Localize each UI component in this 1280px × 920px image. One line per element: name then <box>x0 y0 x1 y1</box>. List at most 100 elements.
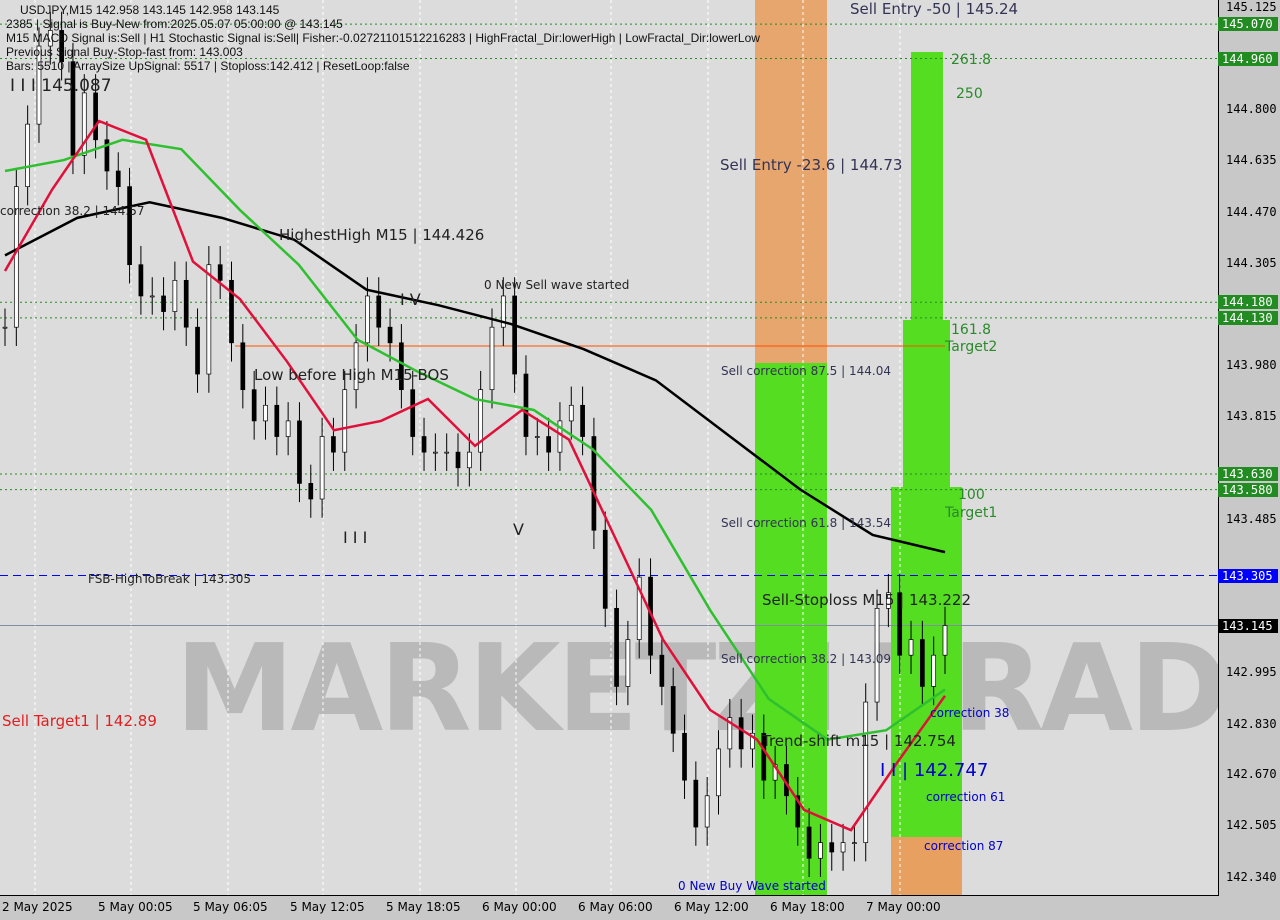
trend-shift-label: Trend-shift m15 | 142.754 <box>762 732 956 750</box>
candle-body <box>93 92 98 141</box>
sell-correction-87-5: Sell correction 87.5 | 144.04 <box>721 364 891 378</box>
candle-body <box>115 170 121 187</box>
candle-body <box>229 279 234 344</box>
candle-body <box>919 639 925 687</box>
top-left-level: I I I 145.087 <box>10 76 112 96</box>
low-before-high-label: Low before High M15-BOS <box>254 366 449 384</box>
candle-body <box>172 279 178 312</box>
chart-area[interactable]: MARKETZI TRADE USDJPY,M15 142.958 143.14… <box>0 0 1219 896</box>
candle-body <box>195 326 200 375</box>
price-tag: 144.960 <box>1218 51 1278 66</box>
correction-87-label: correction 87 <box>924 839 1004 853</box>
candle-body <box>444 451 450 454</box>
level-142747: I I | 142.747 <box>880 760 989 781</box>
candle-body <box>47 30 53 47</box>
y-tick-label: 144.470 <box>1226 204 1277 219</box>
candle-body <box>59 30 64 63</box>
target1-label: Target1 <box>945 505 998 521</box>
candle-body <box>693 779 699 828</box>
y-tick-label: 143.815 <box>1226 409 1277 424</box>
candle-body <box>297 420 302 484</box>
previous-signal-line: Previous Signal Buy-Stop-fast from: 143.… <box>6 45 243 59</box>
price-tag: 144.130 <box>1218 310 1278 325</box>
candle-body <box>25 123 31 187</box>
candle-body <box>410 389 416 437</box>
price-tag: 143.630 <box>1218 467 1278 482</box>
candle-body <box>387 326 393 344</box>
candle-body <box>636 576 642 640</box>
y-tick-label: 144.635 <box>1226 153 1277 168</box>
candle-body <box>806 826 812 859</box>
x-tick-label: 5 May 00:05 <box>98 900 173 914</box>
wave-v-label: V <box>513 520 524 539</box>
left-correction-label: correction 38.2 | 144.57 <box>0 204 145 218</box>
candle-body <box>149 295 155 298</box>
candle-body <box>274 404 280 437</box>
candle-body <box>478 389 484 453</box>
candle-body <box>704 795 710 828</box>
candle-body <box>127 186 132 266</box>
candle-body <box>863 701 869 843</box>
x-tick-label: 6 May 06:00 <box>578 900 653 914</box>
correction-87-zone <box>891 837 962 895</box>
ma-red-line <box>3 119 947 832</box>
fsb-high-to-break: FSB-HighToBreak | 143.305 <box>88 572 251 586</box>
signal-line: 2385 | Signal is Buy-New from:2025.05.07… <box>6 17 343 31</box>
candle-body <box>874 607 880 703</box>
bars-line: Bars: 5510 | ArraySize UpSignal: 5517 | … <box>6 59 410 73</box>
candle-body <box>602 529 608 609</box>
candle-body <box>70 61 76 156</box>
candle-body <box>659 654 665 687</box>
y-tick-label: 142.995 <box>1226 665 1277 680</box>
candle-body <box>546 436 551 453</box>
price-tag: 144.180 <box>1218 295 1278 310</box>
candle-body <box>818 842 823 859</box>
price-tag: 143.145 <box>1218 618 1278 633</box>
candle-body <box>421 436 427 453</box>
candle-body <box>36 45 42 125</box>
new-sell-wave-label: 0 New Sell wave started <box>484 278 630 292</box>
y-tick-label: 143.485 <box>1226 512 1277 527</box>
candle-body <box>942 625 948 656</box>
fib-161-8: 161.8 <box>951 322 992 338</box>
candle-body <box>251 389 257 422</box>
candle-body <box>138 264 144 297</box>
candle-body <box>591 436 597 531</box>
target-zone-2 <box>903 320 950 487</box>
price-tag: 143.305 <box>1218 568 1278 583</box>
x-tick-label: 6 May 12:00 <box>674 900 749 914</box>
candle-body <box>795 795 801 828</box>
candle-body <box>534 436 540 438</box>
fib-261-8: 261.8 <box>951 52 992 68</box>
candle-body <box>931 654 937 687</box>
candle-body <box>716 748 721 797</box>
target-zone-1 <box>891 487 962 837</box>
candle-body <box>2 326 8 329</box>
y-tick-label: 144.800 <box>1226 101 1277 116</box>
candle-body <box>455 451 461 469</box>
new-buy-wave-label: 0 New Buy Wave started <box>678 879 826 893</box>
y-tick-label: 145.125 <box>1226 0 1277 14</box>
candle-body <box>886 592 891 609</box>
candle-body <box>433 451 438 454</box>
candle-body <box>500 295 506 328</box>
candle-body <box>489 326 495 391</box>
target-zone-top <box>911 52 943 320</box>
candle-body <box>568 404 574 422</box>
candle-body <box>217 264 223 281</box>
sell-correction-38-2: Sell correction 38.2 | 143.09 <box>721 652 891 666</box>
candle-body <box>183 279 189 328</box>
candle-body <box>682 732 687 781</box>
candle-body <box>829 842 835 853</box>
candle-body <box>523 373 529 437</box>
candle-body <box>365 295 370 344</box>
candle-body <box>161 295 166 312</box>
ma-green-line <box>4 138 946 741</box>
price-tag: 145.070 <box>1218 17 1278 32</box>
y-tick-label: 143.980 <box>1226 357 1277 372</box>
symbol-line: USDJPY,M15 142.958 143.145 142.958 143.1… <box>20 3 280 17</box>
fib-100: 100 <box>958 487 985 503</box>
candle-body <box>104 139 110 172</box>
candle-body <box>727 717 733 750</box>
y-tick-label: 142.830 <box>1226 716 1277 731</box>
